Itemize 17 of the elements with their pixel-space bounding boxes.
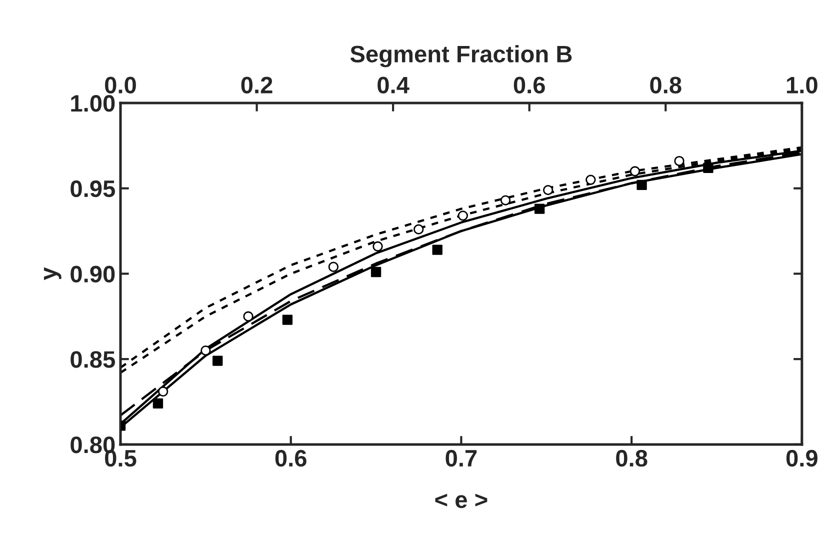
x-tick-label: 0.7 <box>446 450 477 467</box>
x2-tick-label: 1.0 <box>786 76 818 94</box>
x2-tick-label: 0.4 <box>378 76 410 94</box>
x-axis-title: < e > <box>435 494 488 508</box>
y-tick-label: 1.00 <box>71 95 115 112</box>
y-axis-title: y <box>44 267 62 280</box>
x2-axis-title: Segment Fraction B <box>350 45 572 68</box>
x-tick-label: 0.9 <box>786 450 818 467</box>
x2-tick-label: 0.0 <box>105 76 136 94</box>
x-tick-label: 0.6 <box>275 450 306 467</box>
x2-tick-label: 0.8 <box>650 76 682 94</box>
x2-tick-label: 0.2 <box>241 76 272 94</box>
y-tick-label: 0.95 <box>70 180 115 198</box>
x-tick-label: 0.8 <box>616 450 648 467</box>
y-tick-label: 0.85 <box>70 351 115 368</box>
y-tick-label: 0.90 <box>70 266 115 282</box>
x2-tick-label: 0.6 <box>514 76 545 94</box>
